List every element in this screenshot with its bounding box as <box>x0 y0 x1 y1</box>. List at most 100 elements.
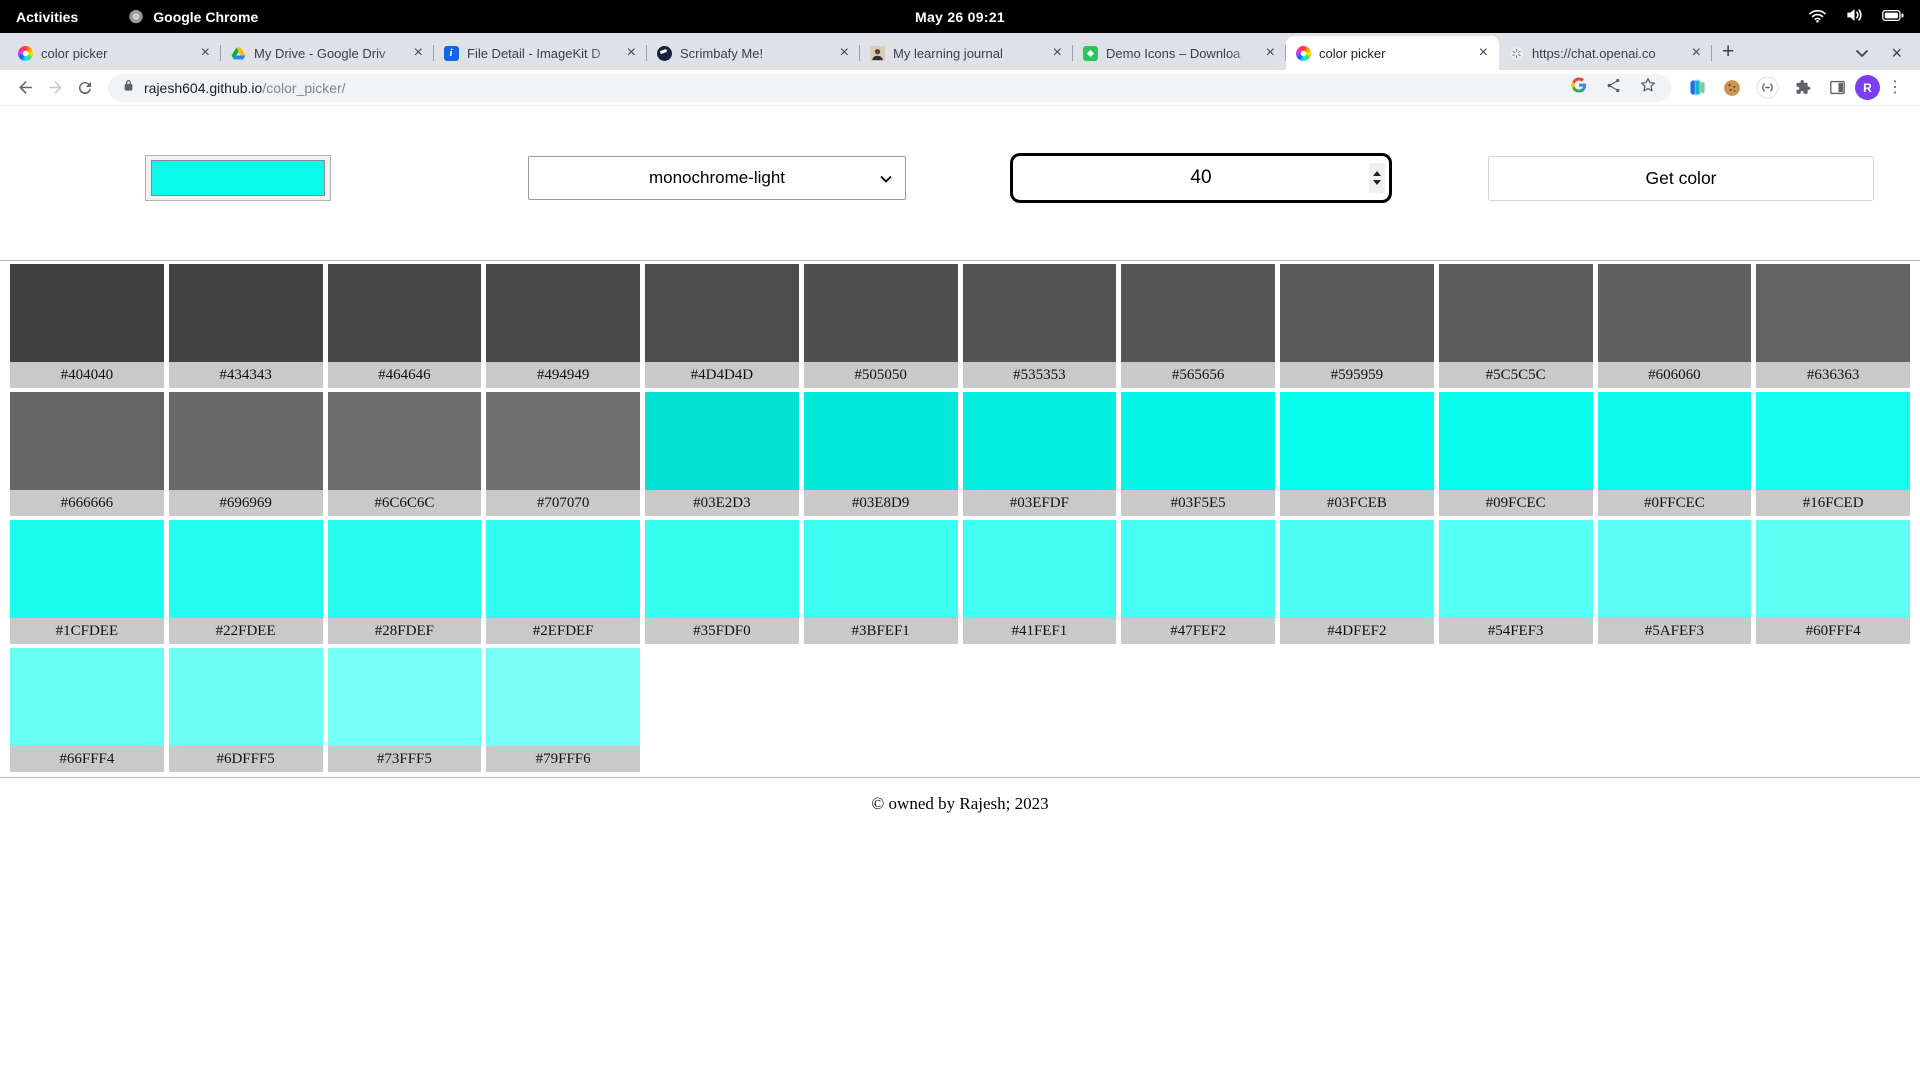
palette-section: #404040 #434343 #464646 #494949 #4D4D4D #5050… <box>0 260 1920 778</box>
back-button[interactable] <box>10 73 40 103</box>
tab-my-drive-google-driv[interactable]: My Drive - Google Driv × <box>221 36 434 70</box>
ext-circle-icon[interactable] <box>1685 76 1709 100</box>
google-g-icon[interactable] <box>1570 76 1588 99</box>
swatch-color-block <box>168 648 323 746</box>
tab-label: color picker <box>1319 45 1386 61</box>
swatch-color-block <box>1121 520 1275 618</box>
swatch-hex-label: #03FCEB <box>1280 490 1434 516</box>
swatch-color-block <box>327 520 482 618</box>
activities-button[interactable]: Activities <box>16 8 79 25</box>
swatch-color-block <box>1597 264 1752 362</box>
swatch-hex-label: #41FEF1 <box>962 618 1117 644</box>
tab-close-icon[interactable]: × <box>1052 44 1062 61</box>
palette-swatch: #565656 <box>1121 264 1275 388</box>
palette-swatch: #79FFF6 <box>486 648 640 772</box>
favicon-scrimba-icon <box>656 45 672 61</box>
swatch-hex-label: #606060 <box>1597 362 1752 388</box>
palette-swatch: #707070 <box>486 392 640 516</box>
swatch-color-block <box>327 264 482 362</box>
swatch-color-block <box>10 264 164 362</box>
extensions-puzzle-icon[interactable] <box>1790 76 1814 100</box>
extension-cluster <box>1679 76 1855 100</box>
swatch-hex-label: #66FFF4 <box>10 746 164 772</box>
battery-icon <box>1882 9 1904 25</box>
palette-swatch: #09FCEC <box>1438 392 1593 516</box>
swatch-color-block <box>803 392 958 490</box>
focused-app-indicator[interactable]: Google Chrome <box>128 9 258 25</box>
get-color-button[interactable]: Get color <box>1488 156 1874 201</box>
swatch-hex-label: #03F5E5 <box>1121 490 1275 516</box>
number-spinner[interactable] <box>1369 163 1385 193</box>
system-status-area[interactable] <box>1808 7 1904 26</box>
new-tab-button[interactable]: + <box>1722 40 1735 63</box>
palette-swatch: #28FDEF <box>327 520 482 644</box>
swatch-hex-label: #0FFCEC <box>1597 490 1752 516</box>
palette-swatch: #35FDF0 <box>645 520 799 644</box>
footer-copyright: © owned by Rajesh; 2023 <box>871 794 1049 813</box>
menu-kebab-icon[interactable]: ⋮ <box>1887 79 1903 96</box>
spinner-up-icon[interactable] <box>1373 171 1381 176</box>
swatch-hex-label: #636363 <box>1756 362 1910 388</box>
swatch-color-block <box>1121 392 1275 490</box>
tab-close-icon[interactable]: × <box>626 44 636 61</box>
address-bar[interactable]: rajesh604.github.io/color_picker/ <box>108 73 1671 102</box>
tab-close-icon[interactable]: × <box>1265 44 1275 61</box>
tab-close-icon[interactable]: × <box>413 44 423 61</box>
reload-button[interactable] <box>70 73 100 103</box>
swatch-hex-label: #73FFF5 <box>327 746 482 772</box>
palette-swatch: #41FEF1 <box>962 520 1117 644</box>
clock[interactable]: May 26 09:21 <box>915 8 1005 25</box>
palette-swatch: #22FDEE <box>168 520 323 644</box>
swatch-hex-label: #6DFFF5 <box>168 746 323 772</box>
window-close-icon[interactable]: × <box>1891 43 1902 63</box>
share-icon[interactable] <box>1605 77 1622 99</box>
palette-swatch: #595959 <box>1280 264 1434 388</box>
swatch-color-block <box>645 264 799 362</box>
scheme-select-value: monochrome-light <box>648 168 786 187</box>
tab-close-icon[interactable]: × <box>1691 44 1701 61</box>
base-color-input[interactable] <box>145 155 331 201</box>
swatch-hex-label: #494949 <box>486 362 640 388</box>
spinner-down-icon[interactable] <box>1373 180 1381 185</box>
palette-swatch: #03E8D9 <box>803 392 958 516</box>
scheme-select[interactable]: monochrome-light <box>528 156 906 200</box>
swatch-hex-label: #565656 <box>1121 362 1275 388</box>
tab-close-icon[interactable]: × <box>839 44 849 61</box>
tab-https-chat-openai-co[interactable]: https://chat.openai.co × <box>1499 36 1712 70</box>
tab-close-icon[interactable]: × <box>1478 44 1488 61</box>
tab-demo-icons-downloa[interactable]: Demo Icons – Downloa × <box>1073 36 1286 70</box>
swatch-color-block <box>10 648 164 746</box>
ext-meet-icon[interactable] <box>1755 76 1779 100</box>
swatch-hex-label: #16FCED <box>1756 490 1910 516</box>
tab-search-chevron-icon[interactable] <box>1855 45 1869 63</box>
swatch-hex-label: #666666 <box>10 490 164 516</box>
tab-label: https://chat.openai.co <box>1532 45 1656 61</box>
profile-avatar[interactable]: R <box>1855 75 1880 100</box>
swatch-color-block <box>1121 264 1275 362</box>
bookmark-star-icon[interactable] <box>1639 76 1657 99</box>
cookie-icon[interactable] <box>1720 76 1744 100</box>
swatch-hex-label: #4DFEF2 <box>1280 618 1434 644</box>
palette-swatch: #3BFEF1 <box>803 520 958 644</box>
count-input[interactable] <box>1010 153 1392 203</box>
tab-color-picker[interactable]: color picker × <box>8 36 221 70</box>
swatch-color-block <box>168 520 323 618</box>
tab-color-picker[interactable]: color picker × <box>1286 36 1499 70</box>
palette-swatch: #66FFF4 <box>10 648 164 772</box>
forward-button[interactable] <box>40 73 70 103</box>
swatch-color-block <box>1438 264 1593 362</box>
tab-scrimbafy-me[interactable]: Scrimbafy Me! × <box>647 36 860 70</box>
tab-file-detail-imagekit-d[interactable]: i File Detail - ImageKit D × <box>434 36 647 70</box>
url-display[interactable]: rajesh604.github.io/color_picker/ <box>144 79 346 96</box>
lock-icon[interactable] <box>122 78 135 98</box>
swatch-hex-label: #22FDEE <box>168 618 323 644</box>
swatch-color-block <box>645 392 799 490</box>
swatch-hex-label: #4D4D4D <box>645 362 799 388</box>
side-panel-icon[interactable] <box>1825 76 1849 100</box>
swatch-hex-label: #3BFEF1 <box>803 618 958 644</box>
tab-my-learning-journal[interactable]: My learning journal × <box>860 36 1073 70</box>
tab-strip: color picker × My Drive - Google Driv × i Fil… <box>0 33 1920 70</box>
swatch-hex-label: #1CFDEE <box>10 618 164 644</box>
tab-close-icon[interactable]: × <box>200 44 210 61</box>
swatch-color-block <box>962 392 1117 490</box>
